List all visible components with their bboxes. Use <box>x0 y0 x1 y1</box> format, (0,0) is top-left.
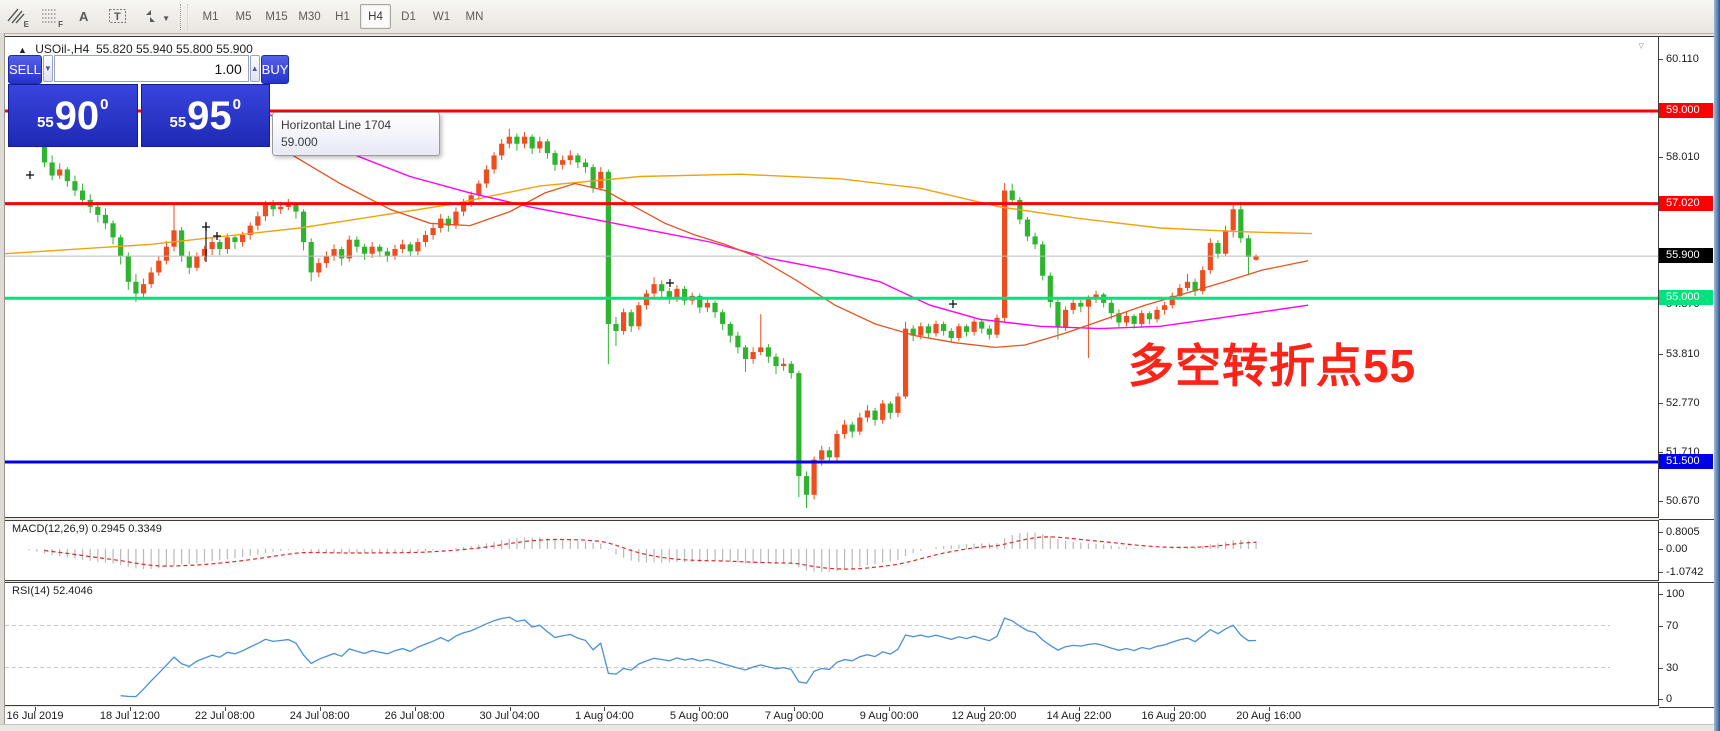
dropdown-caret-icon: ▼ <box>162 13 170 23</box>
price-level-badge: 55.900 <box>1659 248 1713 264</box>
timeframe-button-M30[interactable]: M30 <box>298 10 321 23</box>
price-level-badge: 57.020 <box>1659 195 1713 211</box>
one-click-trade-panel: SELL ▼ ▲ BUY 55 90 0 55 95 0 <box>8 55 290 147</box>
time-axis-label: 16 Jul 2019 <box>6 710 64 722</box>
timeframe-button-MN[interactable]: MN <box>465 10 484 23</box>
tooltip-value: 59.000 <box>281 135 318 149</box>
auto-scroll-marker-icon[interactable]: ▿ <box>1638 40 1644 52</box>
collapse-arrow-icon[interactable]: ▲ <box>18 45 27 55</box>
text-label-icon[interactable]: T <box>105 4 133 30</box>
svg-text:T: T <box>114 11 121 23</box>
rsi-label: RSI(14) 52.4046 <box>12 585 93 597</box>
toolbar-separator <box>180 3 188 30</box>
ohlc-low: 55.800 <box>176 42 213 56</box>
time-axis-label: 14 Aug 22:00 <box>1046 710 1112 722</box>
price-tick-label: 30 <box>1659 661 1714 675</box>
time-axis-label: 9 Aug 00:00 <box>859 710 919 722</box>
time-axis-label: 18 Jul 12:00 <box>99 710 160 722</box>
toolbar: E F A T ▼ M1 M5 M15 M30 H1 H4 D1 W1 MN <box>0 0 1720 34</box>
price-level-badge: 51.500 <box>1659 454 1713 470</box>
timeframe-button-W1[interactable]: W1 <box>432 10 451 23</box>
bid-group: 55 <box>36 114 54 131</box>
timeframe-button-D1[interactable]: D1 <box>401 10 416 23</box>
price-tick-label: 53.810 <box>1659 347 1714 361</box>
ohlc-close: 55.900 <box>216 42 253 56</box>
price-tick-label: -1.0742 <box>1659 565 1714 579</box>
text-icon[interactable]: A <box>71 4 99 30</box>
price-axis[interactable]: 60.11058.01054.87053.81052.77051.71050.6… <box>1659 36 1714 725</box>
timeframe-button-M5[interactable]: M5 <box>235 10 252 23</box>
price-tick-label: 50.670 <box>1659 494 1714 508</box>
tooltip-title: Horizontal Line 1704 <box>281 118 392 132</box>
time-axis-label: 16 Aug 20:00 <box>1141 710 1207 722</box>
svg-text:A: A <box>79 9 89 24</box>
price-tick-label: 52.770 <box>1659 396 1714 410</box>
bid-price-tile[interactable]: 55 90 0 <box>8 84 138 147</box>
volume-decrease-button[interactable]: ▼ <box>42 55 53 82</box>
symbol-timeframe-label: USOil-,H4 <box>35 42 90 56</box>
elliott-lines-icon[interactable]: E <box>3 4 31 30</box>
volume-input[interactable] <box>53 55 249 82</box>
volume-increase-button[interactable]: ▲ <box>249 55 260 82</box>
price-level-badge: 55.000 <box>1659 290 1713 306</box>
symbol-ohlc-header: ▲ USOil-,H4 55.820 55.940 55.800 55.900 <box>18 42 253 56</box>
time-axis-label: 20 Aug 16:00 <box>1236 710 1302 722</box>
fibonacci-grid-icon[interactable]: F <box>37 4 65 30</box>
ask-digits: 95 <box>187 93 232 138</box>
price-tick-label: 100 <box>1659 587 1714 601</box>
time-axis-label: 22 Jul 08:00 <box>194 710 255 722</box>
macd-label: MACD(12,26,9) 0.2945 0.3349 <box>12 523 162 535</box>
ohlc-open: 55.820 <box>95 42 133 56</box>
price-tick-label: 60.110 <box>1659 52 1714 66</box>
time-axis-label: 12 Aug 20:00 <box>951 710 1017 722</box>
time-axis-label: 7 Aug 00:00 <box>764 710 824 722</box>
arrows-objects-icon[interactable]: ▼ <box>139 4 170 30</box>
candlestick-chart[interactable] <box>5 37 1658 517</box>
timeframe-button-H4[interactable]: H4 <box>360 4 391 29</box>
ask-price-tile[interactable]: 55 95 0 <box>140 84 270 147</box>
time-axis-label: 5 Aug 00:00 <box>669 710 729 722</box>
ask-group: 55 <box>169 114 187 131</box>
timeframe-button-group: M1 M5 M15 M30 H1 H4 D1 W1 MN <box>194 4 491 29</box>
timeframe-button-H1[interactable]: H1 <box>335 10 350 23</box>
time-axis[interactable]: 16 Jul 2019 18 Jul 12:00 22 Jul 08:00 24 Ju… <box>4 707 1659 724</box>
window-bottom-border <box>0 724 1714 731</box>
price-tick-label: 0.00 <box>1659 542 1714 556</box>
window-left-border <box>0 33 5 731</box>
bid-digits: 90 <box>54 93 100 138</box>
chart-text-annotation[interactable]: 多空转折点55 <box>1128 340 1417 392</box>
price-tick-label: 58.010 <box>1659 150 1714 164</box>
time-axis-label: 24 Jul 08:00 <box>289 710 350 722</box>
buy-button[interactable]: BUY <box>260 55 290 84</box>
sell-button[interactable]: SELL <box>8 55 42 84</box>
icon-sub-label: E <box>23 19 29 29</box>
ask-pip: 0 <box>232 96 242 113</box>
rsi-indicator-panel[interactable]: RSI(14) 52.4046 <box>4 582 1659 706</box>
timeframe-button-M15[interactable]: M15 <box>265 10 288 23</box>
time-axis-label: 30 Jul 04:00 <box>479 710 540 722</box>
object-tooltip: Horizontal Line 1704 59.000 <box>272 112 440 156</box>
timeframe-button-M1[interactable]: M1 <box>202 10 219 23</box>
ohlc-high: 55.940 <box>136 42 173 56</box>
price-tick-label: 70 <box>1659 619 1714 633</box>
bid-pip: 0 <box>100 96 109 113</box>
time-axis-label: 1 Aug 04:00 <box>575 710 634 722</box>
price-tick-label: 0.8005 <box>1659 525 1714 539</box>
price-level-badge: 59.000 <box>1659 102 1713 118</box>
time-axis-label: 26 Jul 08:00 <box>384 710 445 722</box>
price-tick-label: 0 <box>1659 692 1714 706</box>
macd-indicator-panel[interactable]: MACD(12,26,9) 0.2945 0.3349 <box>4 520 1659 581</box>
icon-sub-label: F <box>58 19 63 29</box>
window-right-border <box>1714 0 1720 731</box>
